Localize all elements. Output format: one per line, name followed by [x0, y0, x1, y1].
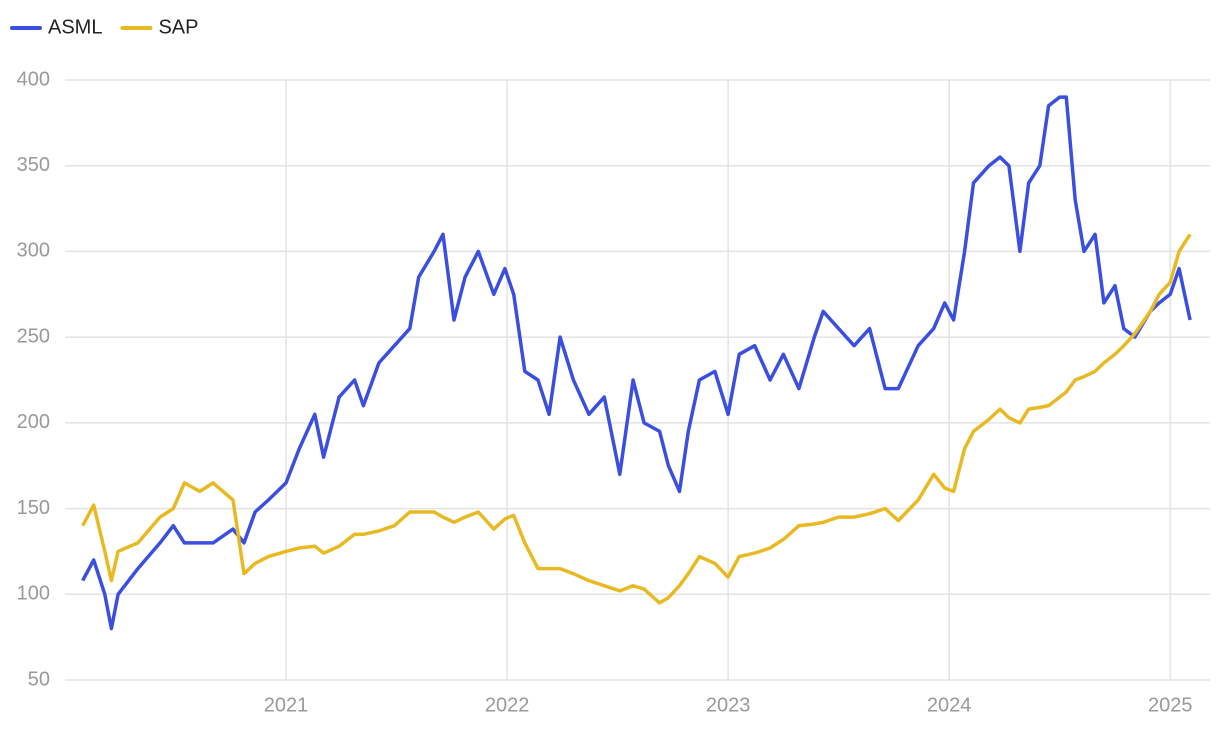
y-tick-label: 400	[17, 68, 50, 90]
legend-label: SAP	[158, 16, 198, 38]
x-tick-label: 2022	[485, 694, 530, 716]
legend-label: ASML	[48, 16, 102, 38]
y-tick-label: 100	[17, 583, 50, 605]
x-tick-label: 2021	[264, 694, 309, 716]
x-tick-label: 2025	[1148, 694, 1193, 716]
y-tick-label: 150	[17, 497, 50, 519]
y-tick-label: 250	[17, 325, 50, 347]
y-tick-label: 300	[17, 240, 50, 262]
y-tick-label: 350	[17, 154, 50, 176]
x-tick-label: 2023	[706, 694, 751, 716]
line-series	[81, 95, 1192, 631]
y-tick-label: 50	[28, 668, 50, 690]
y-tick-label: 200	[17, 411, 50, 433]
x-tick-label: 2024	[927, 694, 972, 716]
line-series	[81, 233, 1192, 605]
